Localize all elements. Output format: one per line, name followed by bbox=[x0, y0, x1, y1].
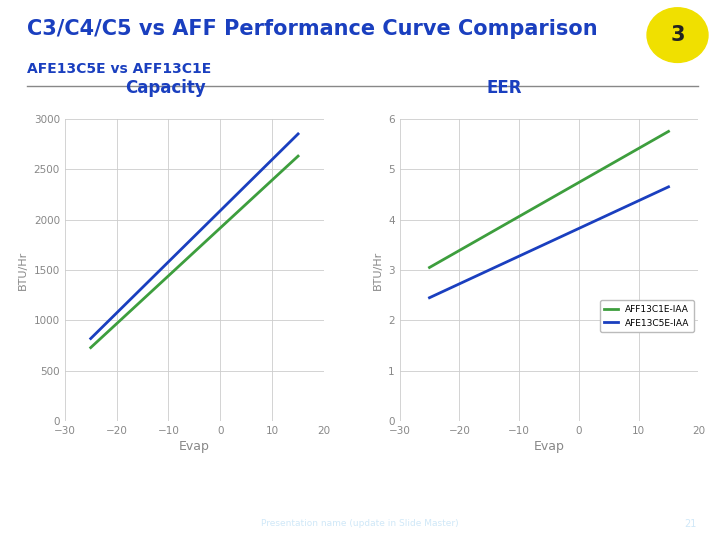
Circle shape bbox=[647, 8, 708, 63]
Legend: AFF13C1E-IAA, AFE13C5E-IAA: AFF13C1E-IAA, AFE13C5E-IAA bbox=[600, 300, 694, 332]
X-axis label: Evap: Evap bbox=[534, 440, 564, 453]
Text: Presentation name (update in Slide Master): Presentation name (update in Slide Maste… bbox=[261, 519, 459, 528]
Text: EER: EER bbox=[486, 79, 522, 97]
Text: AFE13C5E vs AFF13C1E: AFE13C5E vs AFF13C1E bbox=[27, 62, 212, 76]
Text: Capacity: Capacity bbox=[125, 79, 206, 97]
X-axis label: Evap: Evap bbox=[179, 440, 210, 453]
Text: 3: 3 bbox=[670, 25, 685, 45]
Text: C3/C4/C5 vs AFF Performance Curve Comparison: C3/C4/C5 vs AFF Performance Curve Compar… bbox=[27, 19, 598, 39]
Y-axis label: BTU/Hr: BTU/Hr bbox=[18, 251, 28, 289]
Text: Capacity and EER curves almost parallel across the evap. range: Capacity and EER curves almost parallel … bbox=[62, 467, 658, 485]
Text: 21: 21 bbox=[685, 519, 697, 529]
Y-axis label: BTU/Hr: BTU/Hr bbox=[372, 251, 382, 289]
